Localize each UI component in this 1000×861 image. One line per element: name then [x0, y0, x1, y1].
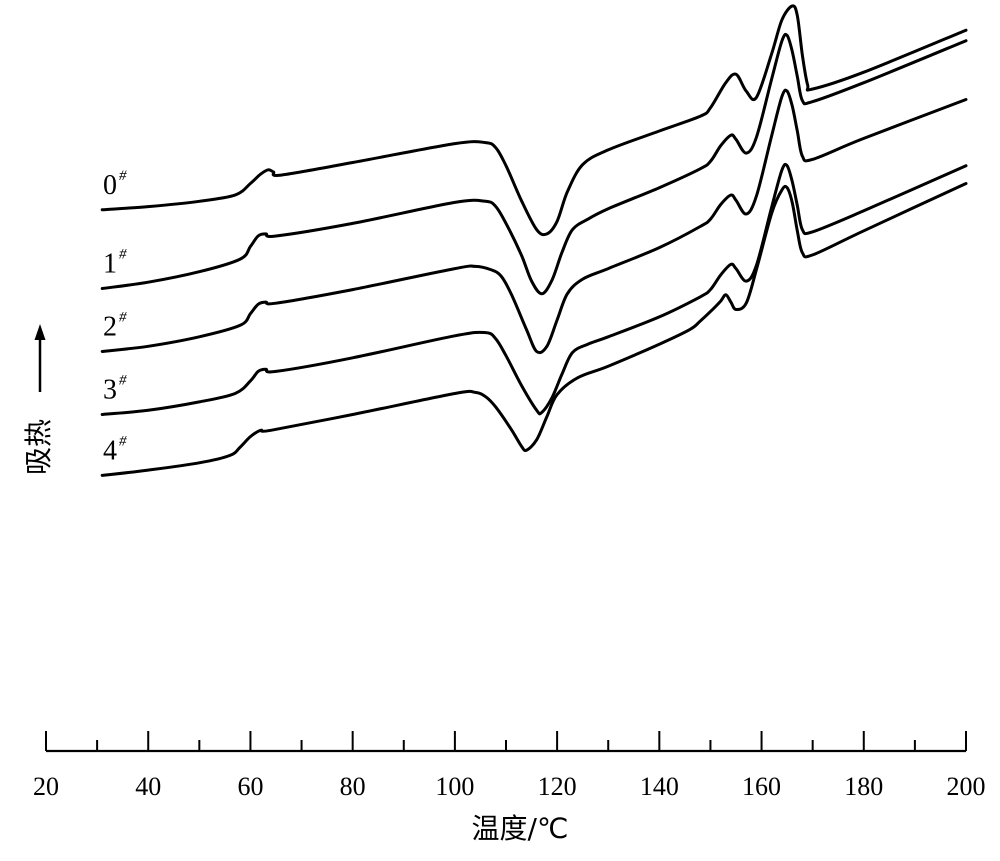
curve-label-3: 3: [103, 375, 117, 406]
curve-label-4: 4: [103, 435, 117, 466]
x-tick-label: 180: [844, 772, 883, 801]
endotherm-arrow-icon: [34, 324, 46, 340]
curve-4: [100, 182, 968, 477]
x-tick-label: 200: [947, 772, 986, 801]
y-axis-indicator: 吸热: [22, 324, 55, 475]
curve-group: [100, 4, 968, 477]
curve-label-group: 0 #1 #2 #3 #4 #: [103, 168, 127, 467]
curve-1: [100, 32, 968, 296]
x-tick-label: 60: [237, 772, 263, 801]
curve-label-1: 1: [103, 249, 117, 280]
x-tick-label: 160: [742, 772, 781, 801]
x-tick-label: 140: [640, 772, 679, 801]
curve-label-sup-4: #: [119, 433, 127, 449]
curve-0: [100, 4, 968, 237]
curve-label-2: 2: [103, 312, 117, 343]
x-tick-group: [45, 731, 967, 751]
x-axis-title: 温度/℃: [472, 812, 569, 845]
x-axis: 20 40 60 80 100 120 140 160 180 200 温度/℃: [33, 731, 986, 845]
x-tick-label: 40: [135, 772, 161, 801]
curve-3: [100, 162, 968, 416]
curve-label-sup-1: #: [119, 247, 127, 263]
curve-2: [100, 88, 968, 355]
x-tick-label: 80: [340, 772, 366, 801]
x-tick-label: 100: [435, 772, 474, 801]
curve-label-sup-0: #: [119, 168, 127, 184]
x-tick-label: 20: [33, 772, 59, 801]
curve-label-0: 0: [103, 170, 117, 201]
x-tick-label-group: 20 40 60 80 100 120 140 160 180 200: [33, 772, 986, 801]
x-tick-label: 120: [538, 772, 577, 801]
curve-label-sup-2: #: [119, 310, 127, 326]
y-axis-title: 吸热: [22, 419, 55, 475]
curve-label-sup-3: #: [119, 373, 127, 389]
